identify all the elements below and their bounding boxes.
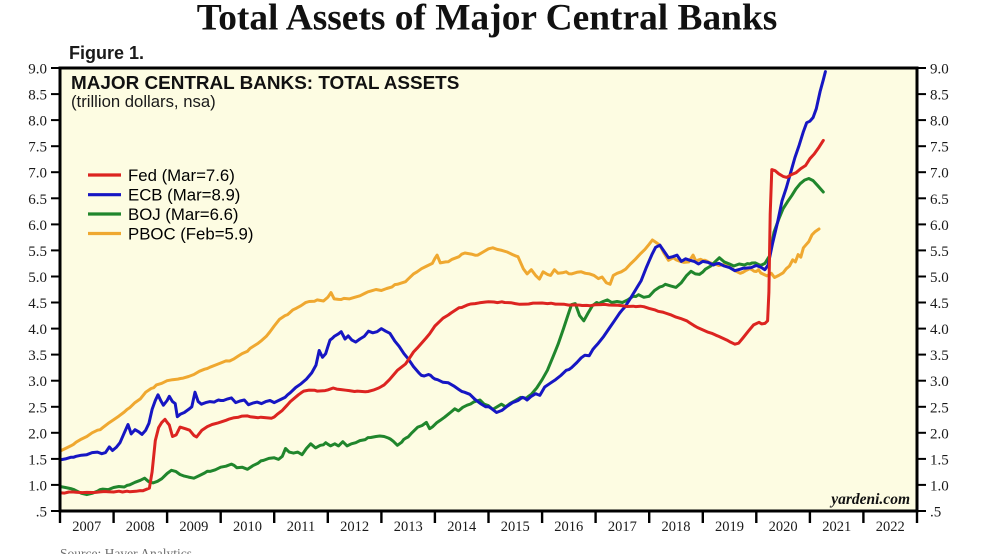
- svg-text:9.0: 9.0: [930, 62, 949, 78]
- svg-text:3.0: 3.0: [28, 374, 47, 390]
- svg-text:2021: 2021: [822, 519, 851, 535]
- svg-text:9.0: 9.0: [28, 62, 47, 78]
- svg-text:1.0: 1.0: [930, 478, 949, 494]
- svg-text:ECB (Mar=8.9): ECB (Mar=8.9): [128, 186, 240, 205]
- svg-text:3.5: 3.5: [28, 348, 47, 364]
- svg-text:1.5: 1.5: [28, 452, 47, 468]
- svg-text:7.5: 7.5: [930, 140, 949, 156]
- svg-text:2013: 2013: [394, 519, 423, 535]
- svg-text:2008: 2008: [126, 519, 155, 535]
- svg-text:Fed (Mar=7.6): Fed (Mar=7.6): [128, 166, 235, 185]
- svg-text:6.5: 6.5: [930, 192, 949, 208]
- svg-text:2.0: 2.0: [930, 426, 949, 442]
- svg-text:1.5: 1.5: [930, 452, 949, 468]
- svg-text:2.5: 2.5: [930, 400, 949, 416]
- svg-text:2011: 2011: [287, 519, 315, 535]
- svg-text:4.0: 4.0: [930, 322, 949, 338]
- svg-text:PBOC (Feb=5.9): PBOC (Feb=5.9): [128, 225, 253, 244]
- svg-text:5.5: 5.5: [930, 244, 949, 260]
- svg-text:4.5: 4.5: [28, 296, 47, 312]
- svg-text:7.0: 7.0: [28, 166, 47, 182]
- svg-text:Source: Haver Analytics.: Source: Haver Analytics.: [60, 546, 195, 554]
- svg-text:5.0: 5.0: [28, 270, 47, 286]
- svg-text:2019: 2019: [715, 519, 744, 535]
- svg-text:2022: 2022: [876, 519, 905, 535]
- svg-text:(trillion dollars, nsa): (trillion dollars, nsa): [71, 92, 216, 111]
- svg-text:7.0: 7.0: [930, 166, 949, 182]
- svg-text:8.5: 8.5: [930, 88, 949, 104]
- svg-text:2009: 2009: [179, 519, 208, 535]
- svg-text:2010: 2010: [233, 519, 262, 535]
- svg-text:.5: .5: [930, 505, 941, 521]
- svg-text:7.5: 7.5: [28, 140, 47, 156]
- svg-text:6.0: 6.0: [28, 218, 47, 234]
- svg-text:.5: .5: [36, 505, 47, 521]
- svg-text:Total Assets of Major Central: Total Assets of Major Central Banks: [197, 0, 778, 39]
- svg-text:6.5: 6.5: [28, 192, 47, 208]
- svg-text:2017: 2017: [608, 519, 637, 535]
- svg-text:5.5: 5.5: [28, 244, 47, 260]
- svg-text:6.0: 6.0: [930, 218, 949, 234]
- svg-text:2016: 2016: [554, 519, 583, 535]
- svg-text:8.0: 8.0: [930, 114, 949, 130]
- svg-text:2012: 2012: [340, 519, 369, 535]
- svg-text:4.0: 4.0: [28, 322, 47, 338]
- svg-text:2014: 2014: [447, 519, 477, 535]
- svg-text:2007: 2007: [72, 519, 101, 535]
- svg-text:yardeni.com: yardeni.com: [829, 491, 910, 508]
- svg-text:3.0: 3.0: [930, 374, 949, 390]
- svg-text:3.5: 3.5: [930, 348, 949, 364]
- svg-text:MAJOR CENTRAL BANKS: TOTAL ASS: MAJOR CENTRAL BANKS: TOTAL ASSETS: [71, 73, 459, 94]
- svg-text:2018: 2018: [662, 519, 691, 535]
- svg-text:2020: 2020: [769, 519, 798, 535]
- svg-text:8.5: 8.5: [28, 88, 47, 104]
- svg-text:2.5: 2.5: [28, 400, 47, 416]
- svg-text:BOJ (Mar=6.6): BOJ (Mar=6.6): [128, 205, 239, 224]
- svg-text:8.0: 8.0: [28, 114, 47, 130]
- svg-text:2015: 2015: [501, 519, 530, 535]
- svg-text:2.0: 2.0: [28, 426, 47, 442]
- svg-text:1.0: 1.0: [28, 478, 47, 494]
- svg-text:Figure 1.: Figure 1.: [69, 43, 144, 63]
- svg-text:5.0: 5.0: [930, 270, 949, 286]
- svg-text:4.5: 4.5: [930, 296, 949, 312]
